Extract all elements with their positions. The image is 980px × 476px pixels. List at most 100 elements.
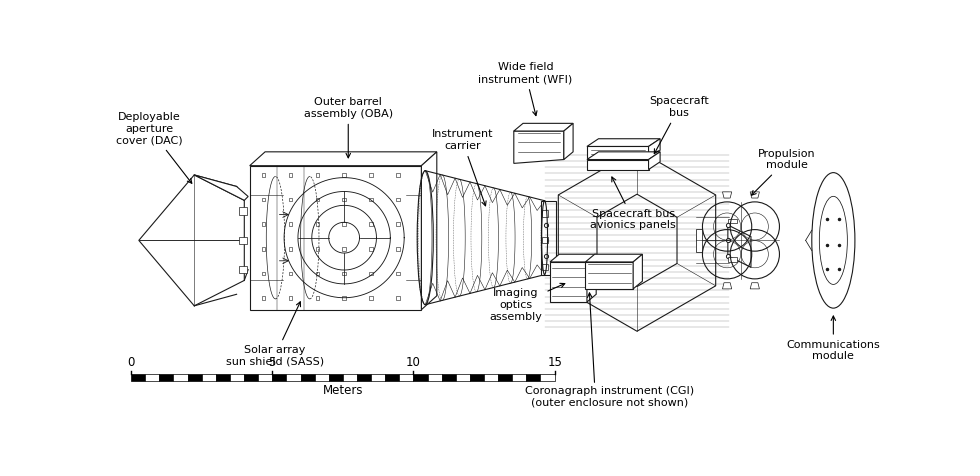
Bar xyxy=(371,374,385,381)
Text: Spacecraft
bus: Spacecraft bus xyxy=(650,96,710,154)
Bar xyxy=(315,374,328,381)
Bar xyxy=(541,374,555,381)
Polygon shape xyxy=(369,272,373,276)
Polygon shape xyxy=(239,237,247,244)
Polygon shape xyxy=(559,149,715,331)
Polygon shape xyxy=(239,207,247,215)
Text: Deployable
aperture
cover (DAC): Deployable aperture cover (DAC) xyxy=(117,112,192,183)
Polygon shape xyxy=(585,254,643,262)
Polygon shape xyxy=(316,296,319,300)
Polygon shape xyxy=(541,201,557,275)
Bar xyxy=(328,374,343,381)
Text: 10: 10 xyxy=(406,356,420,369)
Polygon shape xyxy=(288,173,292,177)
Polygon shape xyxy=(587,147,649,158)
Polygon shape xyxy=(316,247,319,251)
Text: Solar array
sun shield (SASS): Solar array sun shield (SASS) xyxy=(226,302,324,367)
Polygon shape xyxy=(250,152,437,166)
Polygon shape xyxy=(262,296,266,300)
Bar xyxy=(202,374,216,381)
Polygon shape xyxy=(288,296,292,300)
Polygon shape xyxy=(316,272,319,276)
Bar xyxy=(131,374,145,381)
Polygon shape xyxy=(728,258,737,262)
Polygon shape xyxy=(542,238,548,243)
Polygon shape xyxy=(396,198,400,201)
Text: Spacecraft bus
avionics panels: Spacecraft bus avionics panels xyxy=(590,177,676,230)
Polygon shape xyxy=(239,266,247,274)
Polygon shape xyxy=(649,139,661,158)
Polygon shape xyxy=(396,296,400,300)
Bar xyxy=(301,374,315,381)
Bar xyxy=(160,374,173,381)
Polygon shape xyxy=(722,283,732,289)
Polygon shape xyxy=(585,262,633,289)
Polygon shape xyxy=(342,173,346,177)
Polygon shape xyxy=(250,166,421,310)
Bar xyxy=(258,374,272,381)
Bar xyxy=(286,374,301,381)
Polygon shape xyxy=(288,272,292,276)
Bar xyxy=(513,374,526,381)
Polygon shape xyxy=(550,262,587,302)
Polygon shape xyxy=(514,131,563,163)
Bar xyxy=(145,374,160,381)
Bar xyxy=(399,374,414,381)
Polygon shape xyxy=(262,247,266,251)
Bar xyxy=(216,374,230,381)
Polygon shape xyxy=(369,296,373,300)
Bar xyxy=(244,374,258,381)
Polygon shape xyxy=(728,225,751,268)
Bar xyxy=(470,374,484,381)
Bar xyxy=(343,374,357,381)
Bar xyxy=(357,374,371,381)
Text: 0: 0 xyxy=(127,356,135,369)
Polygon shape xyxy=(288,222,292,226)
Polygon shape xyxy=(342,247,346,251)
Polygon shape xyxy=(550,254,596,262)
Bar xyxy=(414,374,427,381)
Polygon shape xyxy=(316,222,319,226)
Polygon shape xyxy=(316,173,319,177)
Text: Instrument
carrier: Instrument carrier xyxy=(431,129,493,206)
Polygon shape xyxy=(396,272,400,276)
Polygon shape xyxy=(587,139,661,147)
Polygon shape xyxy=(139,175,244,306)
Polygon shape xyxy=(262,272,266,276)
Bar xyxy=(526,374,541,381)
Polygon shape xyxy=(587,152,661,159)
Polygon shape xyxy=(542,210,548,217)
Polygon shape xyxy=(342,296,346,300)
Text: Coronagraph instrument (CGI)
(outer enclosure not shown): Coronagraph instrument (CGI) (outer encl… xyxy=(525,386,695,407)
Polygon shape xyxy=(342,198,346,201)
Polygon shape xyxy=(728,219,737,223)
Polygon shape xyxy=(316,198,319,201)
Bar xyxy=(442,374,456,381)
Polygon shape xyxy=(597,194,677,287)
Bar xyxy=(427,374,442,381)
Polygon shape xyxy=(369,247,373,251)
Text: Wide field
instrument (WFI): Wide field instrument (WFI) xyxy=(478,62,572,116)
Polygon shape xyxy=(288,247,292,251)
Bar xyxy=(456,374,470,381)
Polygon shape xyxy=(288,198,292,201)
Polygon shape xyxy=(542,264,548,270)
Polygon shape xyxy=(262,222,266,226)
Bar xyxy=(230,374,244,381)
Polygon shape xyxy=(421,152,437,310)
Polygon shape xyxy=(369,222,373,226)
Polygon shape xyxy=(342,222,346,226)
Polygon shape xyxy=(396,173,400,177)
Bar xyxy=(173,374,187,381)
Polygon shape xyxy=(396,222,400,226)
Text: Communications
module: Communications module xyxy=(787,316,880,361)
Text: 5: 5 xyxy=(269,356,276,369)
Polygon shape xyxy=(262,198,266,201)
Text: Imaging
optics
assembly: Imaging optics assembly xyxy=(490,283,564,322)
Polygon shape xyxy=(587,254,596,302)
Polygon shape xyxy=(262,173,266,177)
Text: Meters: Meters xyxy=(322,384,364,397)
Polygon shape xyxy=(514,123,573,131)
Bar xyxy=(498,374,513,381)
Text: Outer barrel
assembly (OBA): Outer barrel assembly (OBA) xyxy=(304,97,393,158)
